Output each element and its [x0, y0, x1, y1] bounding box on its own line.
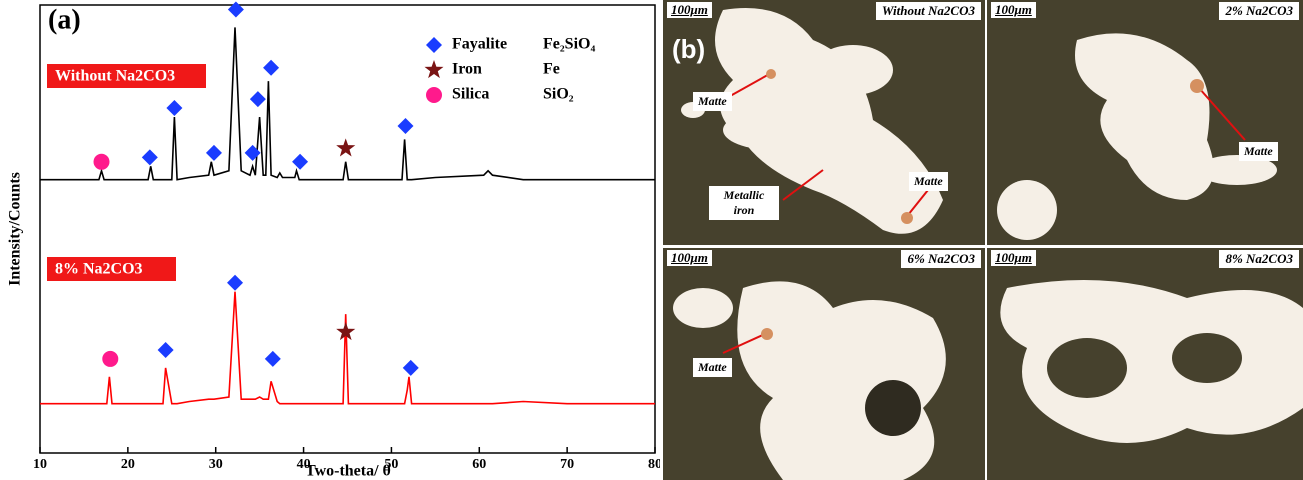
panel-label: (a) — [48, 4, 81, 35]
legend-name: Iron — [452, 61, 482, 78]
legend-marker — [425, 60, 444, 78]
legend-formula: SiO₂ — [543, 86, 574, 103]
phase-marker — [403, 360, 419, 376]
phase-marker — [102, 351, 118, 367]
series-line — [40, 292, 655, 404]
x-tick-label: 20 — [121, 457, 135, 472]
x-tick-label: 30 — [209, 457, 223, 472]
phase-marker — [292, 154, 308, 170]
condition-label: 8% Na2CO3 — [1219, 250, 1299, 268]
x-tick-label: 60 — [472, 457, 486, 472]
micrograph-image — [987, 0, 1303, 245]
page: (a) Two-theta/ θ Intensity/Counts 10 20 30… — [0, 0, 1303, 480]
phase-marker — [166, 100, 182, 116]
legend-name: Fayalite — [452, 36, 507, 53]
annotation: Matte — [693, 92, 732, 111]
legend-marker — [426, 37, 442, 53]
phase-marker — [227, 275, 243, 291]
phase-marker — [158, 342, 174, 358]
annotation: Matte — [693, 358, 732, 377]
micrograph-image — [987, 248, 1303, 480]
phase-marker — [265, 351, 281, 367]
phase-marker — [206, 145, 222, 161]
micrograph: 100μm 8% Na2CO3 — [987, 248, 1303, 480]
scale-bar-label: 100μm — [991, 2, 1036, 18]
xrd-chart: (a) Two-theta/ θ Intensity/Counts 10 20 30… — [0, 0, 660, 480]
phase-marker — [228, 1, 244, 17]
phase-marker — [263, 60, 279, 76]
micrograph: 100μm 6% Na2CO3 Matte — [663, 248, 985, 480]
x-tick-label: 50 — [384, 457, 398, 472]
micrograph: (b) 100μm Without Na2CO3 Matte Metallic iron… — [663, 0, 985, 245]
x-tick-label: 70 — [560, 457, 574, 472]
phase-marker — [94, 154, 110, 170]
condition-label: 2% Na2CO3 — [1219, 2, 1299, 20]
phase-marker — [336, 138, 355, 156]
x-tick-label: 80 — [648, 457, 660, 472]
annotation: Matte — [909, 172, 948, 191]
scale-bar-label: 100μm — [667, 2, 712, 18]
phase-marker — [250, 91, 266, 107]
panel-label: (b) — [672, 34, 705, 65]
legend-formula: Fe — [543, 61, 560, 78]
x-axis-label: Two-theta/ θ — [305, 463, 391, 480]
scale-bar-label: 100μm — [991, 250, 1036, 266]
phase-marker — [142, 149, 158, 165]
annotation: Metallic iron — [709, 186, 779, 220]
phase-marker — [245, 145, 261, 161]
condition-label: 6% Na2CO3 — [901, 250, 981, 268]
condition-label: Without Na2CO3 — [876, 2, 981, 20]
scale-bar-label: 100μm — [667, 250, 712, 266]
phase-marker — [397, 118, 413, 134]
y-axis-label: Intensity/Counts — [7, 172, 24, 286]
x-tick-label: 10 — [33, 457, 47, 472]
legend-name: Silica — [452, 86, 489, 103]
series-label: 8% Na2CO3 — [55, 261, 143, 278]
micrograph: 100μm 2% Na2CO3 Matte — [987, 0, 1303, 245]
annotation: Matte — [1239, 142, 1278, 161]
series-label: Without Na2CO3 — [55, 68, 175, 85]
legend-marker — [426, 87, 442, 103]
legend-formula: Fe₂SiO₄ — [543, 36, 595, 53]
x-tick-label: 40 — [297, 457, 311, 472]
